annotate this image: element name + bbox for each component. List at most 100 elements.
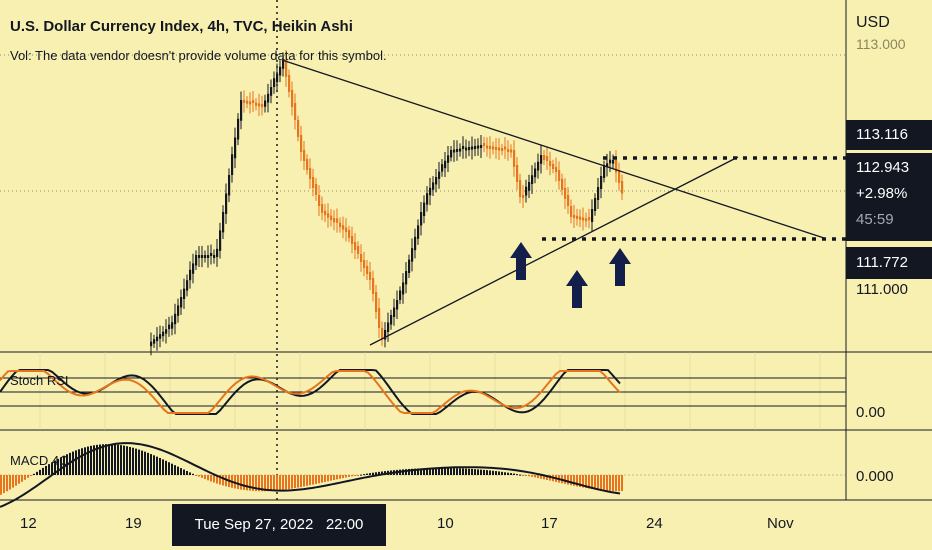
macd-histogram-bar bbox=[324, 475, 326, 482]
candle-body bbox=[213, 255, 216, 258]
crosshair-date: Tue Sep 27, 2022 bbox=[194, 516, 314, 533]
candle-body bbox=[303, 150, 306, 161]
macd-histogram-bar bbox=[423, 468, 425, 475]
macd-histogram-bar bbox=[48, 464, 50, 475]
candle-body bbox=[579, 216, 582, 220]
macd-histogram-bar bbox=[150, 454, 152, 475]
candle-body bbox=[297, 120, 300, 137]
symbol-title[interactable]: U.S. Dollar Currency Index, 4h, TVC, Hei… bbox=[10, 18, 353, 35]
macd-histogram-bar bbox=[36, 471, 38, 475]
macd-histogram-bar bbox=[210, 475, 212, 482]
macd-histogram-bar bbox=[159, 458, 161, 475]
time-tick: 12 bbox=[20, 515, 37, 532]
candle-body bbox=[264, 100, 267, 107]
candle-body bbox=[411, 248, 414, 262]
macd-histogram-bar bbox=[294, 475, 296, 489]
macd-histogram-bar bbox=[462, 468, 464, 475]
macd-histogram-bar bbox=[240, 475, 242, 490]
candle-body bbox=[519, 180, 522, 197]
macd-histogram-bar bbox=[156, 456, 158, 475]
candle-body bbox=[240, 100, 243, 121]
candle-body bbox=[183, 288, 186, 299]
macd-histogram-bar bbox=[207, 475, 209, 481]
macd-histogram-bar bbox=[198, 475, 200, 477]
macd-histogram-bar bbox=[186, 471, 188, 475]
macd-histogram-bar bbox=[246, 475, 248, 491]
candle-body bbox=[414, 236, 417, 251]
candle-body bbox=[402, 282, 405, 295]
candle-body bbox=[327, 213, 330, 218]
candle-body bbox=[441, 164, 444, 172]
macd-histogram-bar bbox=[63, 455, 65, 475]
macd-histogram-bar bbox=[165, 460, 167, 475]
macd-histogram-bar bbox=[588, 475, 590, 489]
macd-histogram-bar bbox=[213, 475, 215, 483]
candle-body bbox=[312, 177, 315, 188]
macd-histogram-bar bbox=[318, 475, 320, 484]
candle-body bbox=[306, 159, 309, 170]
candle-body bbox=[342, 225, 345, 230]
macd-histogram-bar bbox=[480, 469, 482, 475]
candle-body bbox=[558, 170, 561, 181]
macd-histogram-bar bbox=[405, 469, 407, 475]
candle-body bbox=[207, 255, 210, 258]
macd-histogram-bar bbox=[270, 475, 272, 491]
macd-histogram-bar bbox=[312, 475, 314, 485]
candle-body bbox=[195, 255, 198, 266]
candle-body bbox=[435, 177, 438, 185]
macd-histogram-bar bbox=[618, 475, 620, 492]
stoch-rsi-label[interactable]: Stoch RSI bbox=[10, 373, 69, 388]
candle-body bbox=[537, 161, 540, 171]
macd-histogram-bar bbox=[534, 475, 536, 478]
macd-histogram-bar bbox=[42, 467, 44, 475]
macd-histogram-bar bbox=[363, 474, 365, 476]
macd-histogram-bar bbox=[369, 473, 371, 475]
macd-histogram-bar bbox=[15, 475, 17, 486]
crosshair-time: 22:00 bbox=[325, 516, 364, 533]
support-price-badge: 111.772 bbox=[846, 247, 932, 279]
macd-histogram-bar bbox=[309, 475, 311, 486]
candle-body bbox=[357, 246, 360, 254]
macd-histogram-bar bbox=[615, 475, 617, 492]
macd-histogram-bar bbox=[222, 475, 224, 486]
macd-histogram-bar bbox=[372, 472, 374, 475]
macd-histogram-bar bbox=[135, 448, 137, 475]
macd-histogram-bar bbox=[417, 468, 419, 475]
candle-body bbox=[588, 217, 591, 221]
macd-histogram-bar bbox=[300, 475, 302, 488]
macd-label[interactable]: MACD 4C bbox=[10, 453, 69, 468]
macd-histogram-bar bbox=[267, 475, 269, 492]
candle-body bbox=[336, 218, 339, 223]
macd-histogram-bar bbox=[285, 475, 287, 490]
macd-histogram-bar bbox=[435, 468, 437, 475]
macd-histogram-bar bbox=[444, 468, 446, 475]
currency-label[interactable]: USD bbox=[856, 14, 890, 31]
trendline-drawings[interactable] bbox=[281, 59, 846, 346]
candle-body bbox=[261, 104, 264, 108]
candle-body bbox=[615, 160, 618, 173]
candle-body bbox=[192, 263, 195, 274]
candle-body bbox=[567, 195, 570, 206]
macd-histogram-bar bbox=[129, 446, 131, 475]
macd-histogram-bar bbox=[531, 475, 533, 477]
macd-histogram-bar bbox=[321, 475, 323, 483]
candle-body bbox=[153, 339, 156, 344]
macd-histogram-bar bbox=[111, 444, 113, 475]
macd-histogram-bar bbox=[180, 468, 182, 475]
candle-body bbox=[597, 187, 600, 200]
macd-histogram-bar bbox=[6, 475, 8, 492]
candle-body bbox=[489, 146, 492, 149]
candle-body bbox=[291, 90, 294, 107]
candle-body bbox=[288, 75, 291, 92]
macd-histogram-bar bbox=[420, 468, 422, 475]
candle-body bbox=[432, 182, 435, 190]
macd-histogram-bar bbox=[375, 472, 377, 475]
macd-histogram-bar bbox=[501, 471, 503, 475]
time-tick: 19 bbox=[125, 515, 142, 532]
macd-histogram-bar bbox=[582, 475, 584, 488]
candle-body bbox=[474, 146, 477, 149]
candle-body bbox=[462, 146, 465, 149]
volume-note: Vol: The data vendor doesn't provide vol… bbox=[10, 48, 387, 63]
